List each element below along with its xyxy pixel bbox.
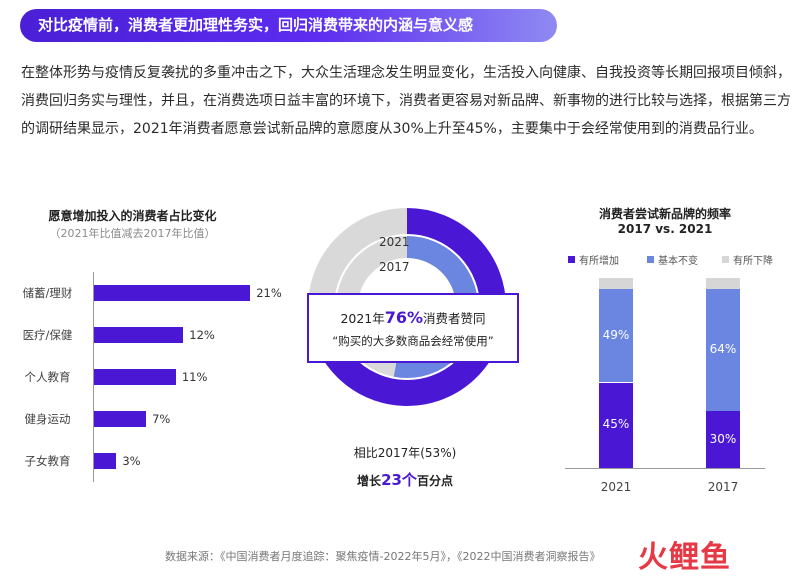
intro-paragraph: 在整体形势与疫情反复袭扰的多重冲击之下，大众生活理念发生明显变化，生活投入向健康… [21,65,791,137]
bar-mark [94,411,147,427]
growth-prefix: 增长 [357,474,382,488]
stacked-bar-segment [599,278,633,290]
legend-label: 基本不变 [658,256,698,267]
bar-chart-axis [93,272,94,482]
stacked-bar-value-label: 30% [709,431,737,446]
callout-quote: “购买的大多数商品会经常使用” [332,334,494,348]
donut-callout: 2021年76%消费者赞同 “购买的大多数商品会经常使用” [307,293,519,363]
bar-category-label: 健身运动 [24,412,71,426]
stacked-bar-value-label: 49% [602,327,630,342]
stacked-bar-category-label: 2021 [600,480,632,494]
legend-swatch [647,256,654,263]
callout-prefix: 2021年 [340,311,385,326]
page-title: 对比疫情前，消费者更加理性务实，回归消费带来的内涵与意义感 [38,16,474,34]
bar-category-label: 个人教育 [24,370,71,384]
growth-suffix: 百分点 [416,474,453,488]
bar-category-label: 储蓄/理财 [22,286,73,300]
bar-value-label: 7% [152,412,171,426]
legend-item: 基本不变 [647,252,698,267]
stacked-bar-segment [599,382,633,468]
brand-logo: 火鲤鱼 [638,540,731,575]
bar-mark [94,369,176,385]
legend-item: 有所下降 [722,252,773,267]
bar-value-label: 12% [189,328,215,342]
bar-value-label: 21% [256,286,282,300]
bar-mark [94,285,251,301]
bar-category-label: 子女教育 [24,454,71,468]
bar-value-label: 3% [122,454,141,468]
callout-suffix: 消费者赞同 [423,311,486,326]
legend-label: 有所下降 [733,256,773,267]
donut-note-growth: 增长23个百分点 [345,469,465,490]
ring-label-2021: 2021 [379,235,410,249]
stacked-bar-segment [706,289,740,411]
stacked-bar-category-label: 2017 [707,480,739,494]
source-note: 数据来源：《中国消费者月度追踪：聚焦疫情-2022年5月》，《2022中国消费者… [165,550,601,563]
callout-highlight: 76% [384,308,424,327]
legend-swatch [722,256,729,263]
bar-chart-subtitle: （2021年比值减去2017年比值） [49,227,216,240]
bar-mark [94,453,117,469]
growth-highlight: 23个 [381,471,417,489]
donut-note-compare: 相比2017年(53%) [353,446,457,460]
stacked-bar-segment [599,289,633,383]
bar-value-label: 11% [181,370,208,384]
callout-headline: 2021年76%消费者赞同 [309,308,517,327]
stacked-chart-title-main: 消费者尝试新品牌的频率 [598,207,731,221]
bar-mark [94,327,184,343]
stacked-chart-title-sub: 2017 vs. 2021 [617,222,713,236]
ring-label-2017: 2017 [379,260,410,274]
stacked-bar-segment [706,278,740,290]
legend-swatch [568,256,575,263]
legend-item: 有所增加 [568,252,619,267]
stacked-chart-axis [565,468,765,469]
stacked-bar-segment [706,411,740,468]
stacked-bar-value-label: 64% [709,342,737,357]
legend-label: 有所增加 [579,256,619,267]
bar-chart-title: 愿意增加投入的消费者占比变化 [48,209,217,223]
header-banner: 对比疫情前，消费者更加理性务实，回归消费带来的内涵与意义感 [20,9,557,42]
bar-category-label: 医疗/保健 [22,328,73,342]
donut-ring-remainder [308,208,408,303]
stacked-bar-value-label: 45% [602,417,630,432]
stacked-chart-title: 消费者尝试新品牌的频率 2017 vs. 2021 [565,207,765,237]
